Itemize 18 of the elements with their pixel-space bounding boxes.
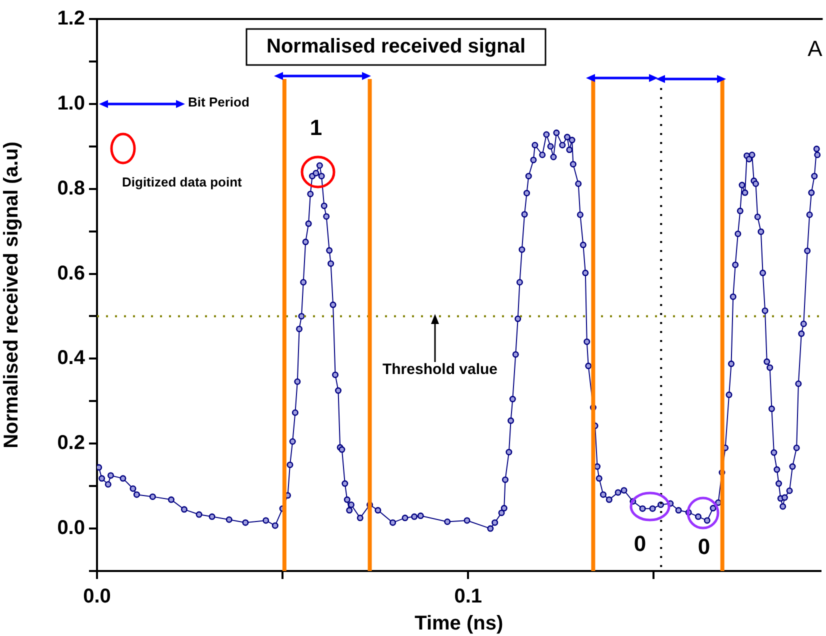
y-tick-label: 0.0 (57, 517, 85, 540)
y-tick-label: 0.4 (57, 347, 86, 370)
annotation: Bit Period (188, 94, 250, 110)
y-tick-label: 1.0 (57, 92, 85, 114)
text: Normalised received signal (266, 36, 526, 58)
y-axis-title: Normalised received signal (a.u) (0, 142, 23, 448)
y-tick-label: 0.2 (57, 432, 85, 454)
y-tick-label: 0.6 (57, 262, 85, 284)
annotation: A (808, 36, 823, 62)
annotation: 0 (698, 534, 710, 560)
x-axis-title: Time (ns) (414, 612, 504, 635)
annotation: Threshold value (382, 361, 498, 378)
y-tick-label: 0.8 (57, 177, 85, 200)
annotation: 0 (634, 531, 646, 556)
y-tick-label: 1.2 (57, 8, 85, 30)
annotation: 1 (310, 115, 322, 140)
annotation: Digitized data point (122, 174, 243, 190)
x-tick-label: 0.1 (454, 586, 482, 608)
